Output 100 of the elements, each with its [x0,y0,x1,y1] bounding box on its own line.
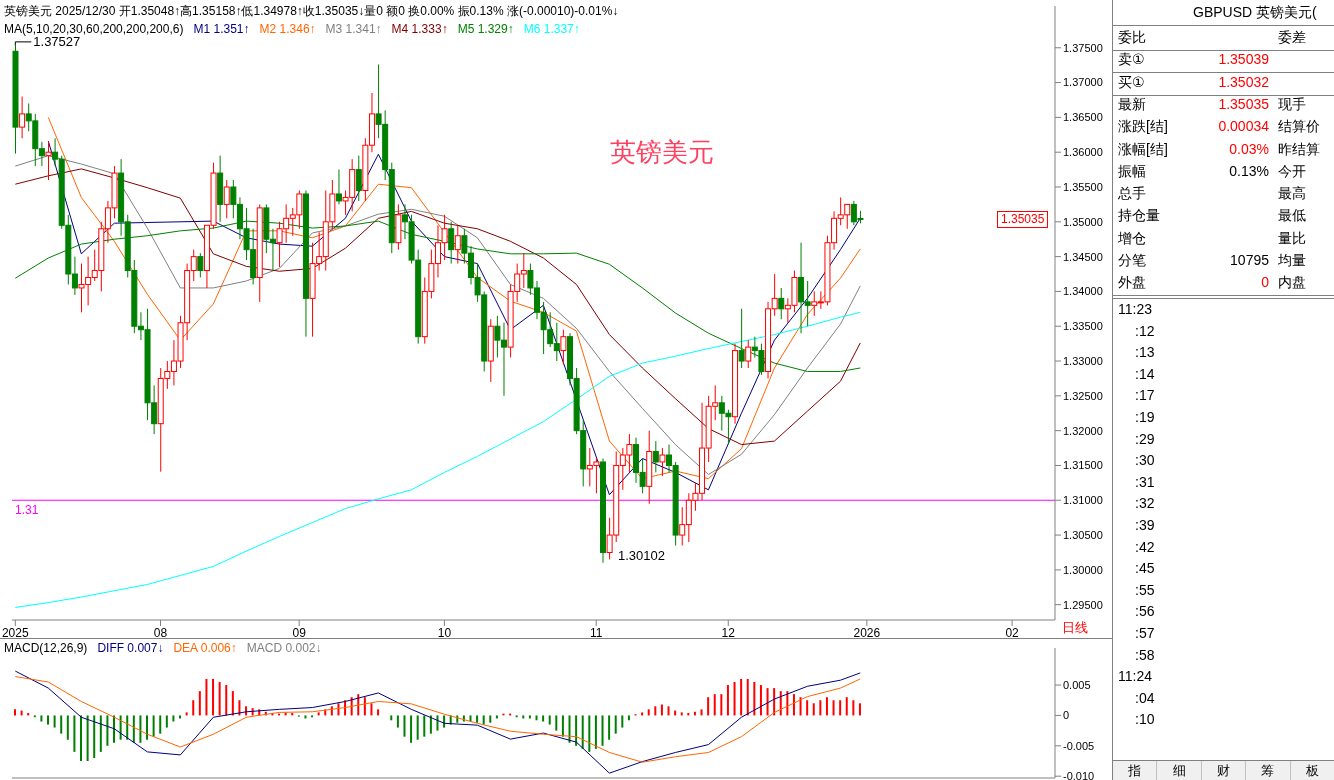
bar [410,715,413,743]
text: 0.03% [1229,140,1269,157]
bar [680,712,683,716]
candlestick [355,155,362,202]
text: 细 [1157,761,1202,780]
line-series [14,676,861,763]
candlestick [335,169,342,205]
bar [416,715,419,740]
y-tick-label: 1.31000 [1063,494,1103,507]
text: 11:24 [1118,668,1152,685]
candlestick [197,252,204,278]
legend-title: MACD(12,26,9) [4,641,88,655]
text: 均量 [1278,252,1306,270]
bar [106,715,109,746]
text: 板 [1290,761,1334,780]
bar [601,715,604,746]
bar [403,715,406,737]
x-tick-label: 10 [437,625,452,640]
bar [819,700,822,716]
bar [667,706,670,716]
text: :57 [1135,625,1155,641]
bar [759,685,762,716]
bar [218,682,221,716]
text: 委差 [1278,29,1306,47]
text: 0.13% [1229,162,1269,179]
bar [370,703,373,716]
line-series [14,311,861,608]
bar [179,715,182,719]
text: 日线 [1062,620,1088,635]
text: 1.35039 [1218,51,1269,68]
text: M1 1.351↑ [193,22,250,36]
bar [93,715,96,758]
text: 卖① [1118,51,1145,70]
text: 11:23 [1118,301,1152,317]
bar [212,678,215,716]
bar [363,697,366,716]
bar [47,715,50,725]
text: 1.35035 [1218,95,1269,112]
candlestick [659,447,666,477]
text: :32 [1135,495,1155,512]
bar [482,715,485,725]
bar [740,678,743,716]
bar [146,715,149,740]
text: 最高 [1278,185,1306,204]
text: 筹 [1246,761,1291,780]
bar [746,678,749,716]
bar [99,715,102,752]
bar [542,715,545,722]
bar [700,709,703,716]
text: :58 [1135,646,1155,663]
text: M2 1.346↑ [259,22,316,36]
text: M5 1.329↑ [457,22,514,36]
text: 委比 [1118,29,1146,47]
text: 内盘 [1278,274,1306,293]
text: :10 [1135,711,1155,728]
candlestick [652,440,659,473]
y-tick-label: 1.37000 [1063,76,1103,89]
text: GBPUSD 英镑美元( [1193,4,1317,22]
candlestick [45,141,52,181]
text: 分笔 [1118,252,1146,270]
annotation: 1.35035 [997,211,1049,228]
bar [720,694,723,716]
x-tick-label: 09 [292,625,307,640]
bar [832,700,835,716]
text: 0 [1261,274,1269,291]
text: :13 [1135,344,1155,361]
text: 总手 [1118,185,1146,204]
bar [608,715,611,740]
text: :29 [1135,430,1155,447]
bar [839,700,842,716]
annotation: 1.30102 [618,548,665,563]
y-tick-label: 1.33000 [1063,354,1103,367]
bar [726,685,729,716]
bar [429,715,432,734]
bar [304,715,307,719]
y-tick-label: 1.35000 [1063,215,1103,228]
bar [852,700,855,716]
bar [423,715,426,737]
text: M4 1.333↑ [391,22,448,36]
x-tick-label: 2026 [853,625,881,640]
candlestick [745,339,752,369]
text: 今开 [1278,162,1306,181]
text: :56 [1135,603,1155,620]
bar [159,715,162,734]
text: 财 [1201,761,1247,780]
bar [205,678,208,716]
text: :55 [1135,581,1155,598]
bar [14,709,16,716]
bar [641,712,644,716]
text: 最低 [1278,207,1306,226]
bar [198,691,201,716]
x-tick-label: 11 [589,625,603,640]
candlestick [738,308,745,369]
chart-title: 英镑美元 2025/12/30 开1.35048↑高1.35158↑低1.34978↑收1.35035↓量0 额0 换0.00% 振0.13% 涨(-0.00010)-0.01%↓ [4,3,619,20]
bar [812,703,815,716]
bar [396,715,399,728]
text: :42 [1135,538,1155,555]
bar [588,715,591,752]
y-tick-label: 1.37500 [1063,41,1103,54]
bar [568,715,571,743]
